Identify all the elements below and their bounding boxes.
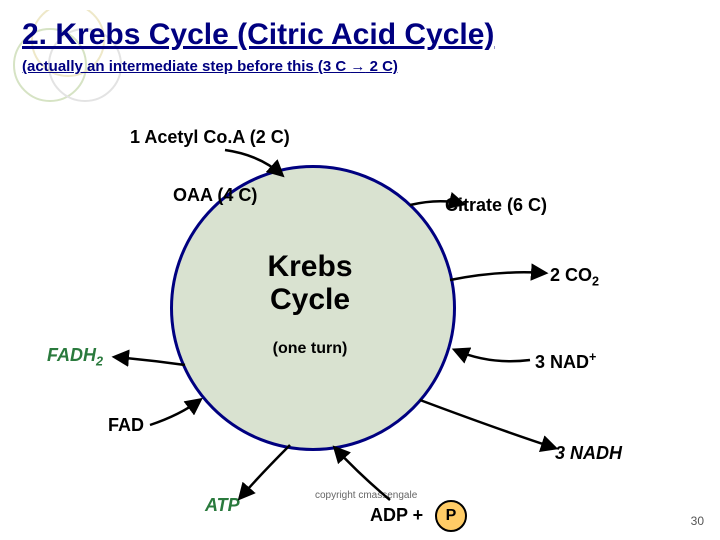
subtitle-arrow: → xyxy=(350,58,365,75)
copyright-text: copyright cmassengale xyxy=(315,490,417,501)
label-nadplus-text: 3 NAD xyxy=(535,352,589,372)
krebs-cycle-title: KrebsCycle xyxy=(210,250,410,316)
label-co2-sub: 2 xyxy=(592,275,599,289)
label-fad: FAD xyxy=(108,415,144,436)
subtitle-post: 2 C) xyxy=(365,58,398,75)
label-nad-plus: 3 NAD+ xyxy=(535,350,596,373)
krebs-cycle-subtitle: (one turn) xyxy=(240,340,380,358)
slide-number: 30 xyxy=(691,514,704,528)
arrow-atp xyxy=(240,445,290,498)
arrow-co2 xyxy=(450,272,545,280)
arrow-fad xyxy=(150,400,200,425)
label-adp-p: ADP + xyxy=(370,505,423,526)
arrow-nadh xyxy=(420,400,555,448)
label-fadh2-text: FADH xyxy=(47,345,96,365)
label-fadh2: FADH2 xyxy=(47,345,103,369)
arrow-nadplus xyxy=(455,350,530,361)
label-fadh2-sub: 2 xyxy=(96,355,103,369)
slide-subtitle: (actually an intermediate step before th… xyxy=(22,58,398,75)
slide-title: 2. Krebs Cycle (Citric Acid Cycle) xyxy=(22,18,494,52)
label-citrate: Citrate (6 C) xyxy=(445,195,547,216)
label-acetyl-coa: 1 Acetyl Co.A (2 C) xyxy=(130,127,290,148)
arrow-fadh2 xyxy=(115,357,185,365)
subtitle-pre: (actually an intermediate step before th… xyxy=(22,58,350,75)
label-nadh: 3 NADH xyxy=(555,443,622,464)
label-co2: 2 CO2 xyxy=(550,265,599,289)
label-atp: ATP xyxy=(205,495,240,516)
label-oaa: OAA (4 C) xyxy=(173,185,257,206)
label-adp-text: ADP + xyxy=(370,505,423,525)
label-nadplus-sup: + xyxy=(589,350,596,364)
phosphate-letter: P xyxy=(446,507,457,525)
phosphate-circle: P xyxy=(435,500,467,532)
label-co2-text: 2 CO xyxy=(550,265,592,285)
